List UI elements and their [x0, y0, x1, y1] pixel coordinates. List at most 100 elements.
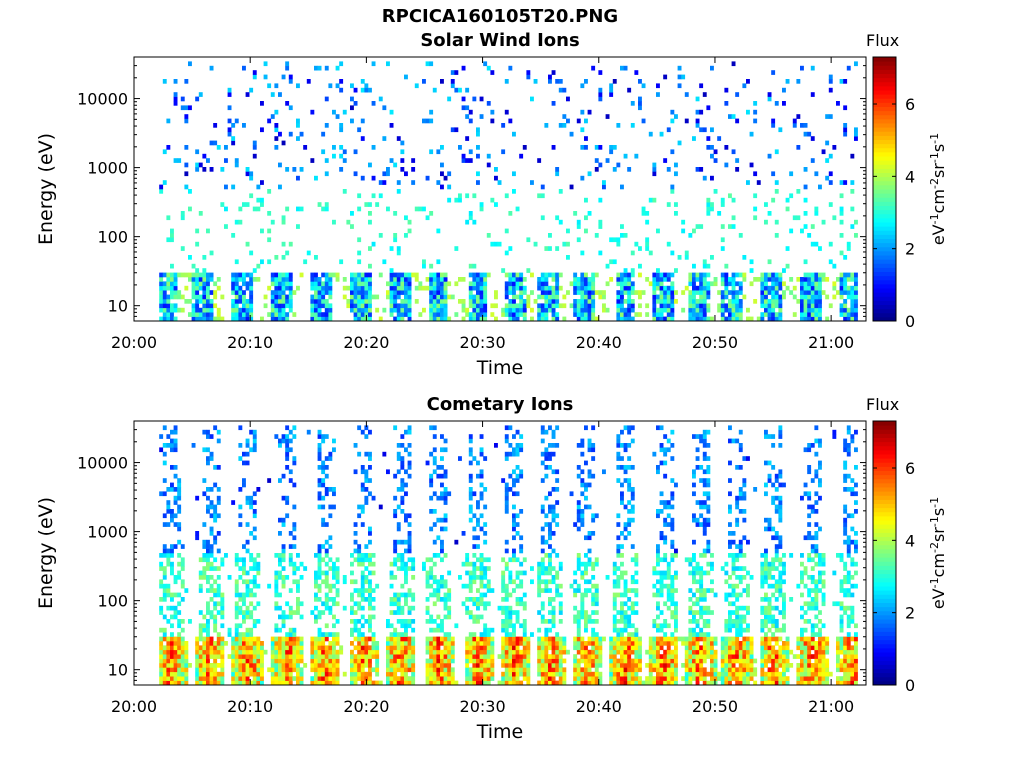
heatmap-cell	[656, 312, 660, 317]
heatmap-cell	[292, 663, 297, 668]
heatmap-cell	[634, 663, 639, 668]
heatmap-cell	[321, 460, 326, 466]
heatmap-cell	[278, 162, 282, 168]
heatmap-cell	[846, 316, 851, 322]
heatmap-cell	[270, 219, 275, 225]
heatmap-cell	[360, 553, 365, 558]
heatmap-cell	[231, 658, 236, 664]
heatmap-cell	[238, 632, 243, 637]
heatmap-cell	[386, 281, 390, 287]
heatmap-cell	[515, 680, 520, 686]
heatmap-cell	[483, 601, 488, 607]
heatmap-cell	[422, 263, 426, 269]
heatmap-cell	[396, 303, 401, 309]
heatmap-cell	[393, 544, 398, 549]
heatmap-cell	[620, 277, 624, 282]
heatmap-cell	[537, 277, 542, 282]
heatmap-cell	[368, 645, 372, 651]
heatmap-cell	[476, 294, 480, 300]
heatmap-cell	[281, 277, 286, 282]
heatmap-cell	[209, 312, 214, 317]
heatmap-cell	[515, 641, 520, 646]
heatmap-cell	[562, 645, 567, 651]
heatmap-cell	[782, 101, 786, 106]
heatmap-cell	[551, 70, 556, 75]
heatmap-cell	[216, 671, 221, 677]
heatmap-cell	[778, 303, 783, 309]
heatmap-cell	[198, 299, 203, 304]
heatmap-cell	[771, 299, 776, 304]
heatmap-cell	[429, 636, 434, 642]
heatmap-cell	[324, 281, 329, 287]
heatmap-cell	[180, 246, 185, 251]
heatmap-cell	[177, 649, 182, 655]
heatmap-cell	[551, 676, 556, 681]
heatmap-cell	[512, 636, 516, 642]
heatmap-cell	[256, 658, 261, 664]
heatmap-cell	[555, 246, 560, 251]
heatmap-cell	[404, 312, 408, 317]
heatmap-cell	[634, 588, 639, 593]
colorbar-step	[873, 98, 896, 103]
heatmap-cell	[245, 632, 250, 637]
heatmap-cell	[630, 676, 635, 681]
heatmap-cell	[252, 429, 257, 435]
heatmap-cell	[548, 233, 552, 238]
heatmap-cell	[490, 197, 495, 203]
heatmap-cell	[159, 303, 164, 309]
heatmap-cell	[184, 145, 189, 150]
heatmap-cell	[252, 513, 257, 519]
heatmap-cell	[472, 663, 477, 668]
heatmap-cell	[465, 645, 470, 651]
heatmap-cell	[476, 535, 480, 541]
heatmap-cell	[166, 588, 171, 593]
heatmap-cell	[753, 277, 758, 282]
heatmap-cell	[213, 614, 218, 620]
heatmap-cell	[173, 96, 178, 102]
heatmap-cell	[731, 281, 736, 287]
heatmap-cell	[213, 535, 218, 541]
heatmap-cell	[400, 654, 405, 659]
heatmap-cell	[245, 281, 250, 287]
heatmap-cell	[699, 224, 704, 229]
heatmap-cell	[612, 667, 617, 673]
heatmap-cell	[483, 663, 488, 668]
heatmap-cell	[281, 219, 286, 225]
heatmap-cell	[249, 649, 254, 655]
heatmap-cell	[173, 522, 178, 527]
heatmap-cell	[317, 553, 322, 558]
heatmap-cell	[288, 303, 293, 309]
heatmap-cell	[400, 592, 405, 598]
heatmap-cell	[620, 312, 624, 317]
heatmap-cell	[803, 224, 808, 229]
heatmap-cell	[407, 299, 412, 304]
heatmap-cell	[512, 526, 516, 532]
heatmap-cell	[512, 676, 516, 681]
heatmap-cell	[382, 171, 387, 177]
heatmap-cell	[249, 447, 254, 453]
heatmap-cell	[368, 676, 372, 681]
heatmap-cell	[357, 592, 362, 598]
heatmap-cell	[443, 632, 448, 637]
heatmap-cell	[195, 667, 200, 673]
heatmap-cell	[800, 228, 804, 234]
heatmap-cell	[476, 575, 480, 580]
heatmap-cell	[652, 197, 657, 203]
heatmap-cell	[285, 443, 290, 448]
heatmap-cell	[317, 649, 322, 655]
heatmap-cell	[274, 307, 279, 313]
heatmap-cell	[630, 491, 635, 497]
heatmap-cell	[537, 294, 542, 300]
heatmap-cell	[368, 597, 372, 602]
heatmap-cell	[198, 588, 203, 593]
heatmap-cell	[188, 189, 192, 194]
heatmap-cell	[407, 535, 412, 541]
heatmap-cell	[317, 281, 322, 287]
heatmap-cell	[443, 285, 448, 291]
heatmap-cell	[717, 307, 722, 313]
heatmap-cell	[483, 281, 488, 287]
heatmap-cell	[335, 667, 340, 673]
heatmap-cell	[807, 294, 812, 300]
heatmap-cell	[630, 438, 635, 444]
heatmap-cell	[252, 658, 257, 664]
